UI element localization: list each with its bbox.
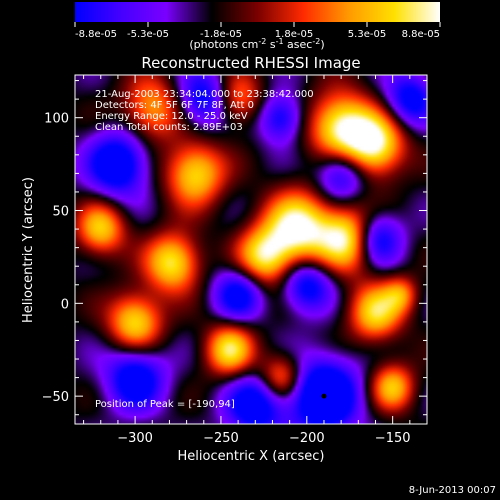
y-tick-label: 50 (52, 205, 69, 220)
footer-date: 8-Jun-2013 00:07 (409, 485, 496, 496)
colorbar (75, 2, 440, 22)
colorbar-ticks: -8.8e-05 -5.3e-05 -1.8e-05 1.8e-05 5.3e-05 8.… (74, 22, 441, 40)
axis-ticks: −300 −250 −200 −150 −50 0 50 100 (42, 75, 428, 446)
annotation-line: 21-Aug-2003 23:34:04.000 to 23:38:42.000 (95, 89, 314, 100)
y-tick-label: 0 (61, 297, 69, 312)
colorbar-tick-label: -1.8e-05 (200, 29, 242, 40)
colorbar-tick-label: -8.8e-05 (75, 29, 117, 40)
colorbar-unit-label: (photons cm-2 s-1 asec-2) (189, 37, 324, 51)
annotation-block: 21-Aug-2003 23:34:04.000 to 23:38:42.000… (95, 89, 314, 133)
plot-frame (74, 74, 428, 425)
colorbar-tick-label: 8.8e-05 (402, 29, 440, 40)
x-tick-label: −200 (289, 431, 325, 446)
x-tick-label: −150 (375, 431, 411, 446)
y-axis-label: Heliocentric Y (arcsec) (21, 177, 36, 323)
annotation-line: Clean Total counts: 2.89E+03 (95, 122, 243, 133)
annotation-line: Energy Range: 12.0 - 25.0 keV (95, 111, 248, 122)
peak-position-label: Position of Peak = [-190,94] (95, 399, 235, 410)
colorbar-tick-label: 1.8e-05 (275, 29, 313, 40)
x-tick-label: −250 (203, 431, 239, 446)
colorbar-tick-label: -5.3e-05 (127, 29, 169, 40)
colorbar-tick-label: 5.3e-05 (348, 29, 386, 40)
y-tick-label: 100 (44, 112, 69, 127)
chart-title: Reconstructed RHESSI Image (141, 54, 360, 72)
annotation-line: Detectors: 4F 5F 6F 7F 8F, Att 0 (95, 100, 254, 111)
y-tick-label: −50 (42, 390, 69, 405)
peak-marker (321, 393, 327, 399)
x-tick-label: −300 (117, 431, 153, 446)
x-axis-label: Heliocentric X (arcsec) (178, 449, 325, 464)
heatmap-image (75, 75, 427, 424)
